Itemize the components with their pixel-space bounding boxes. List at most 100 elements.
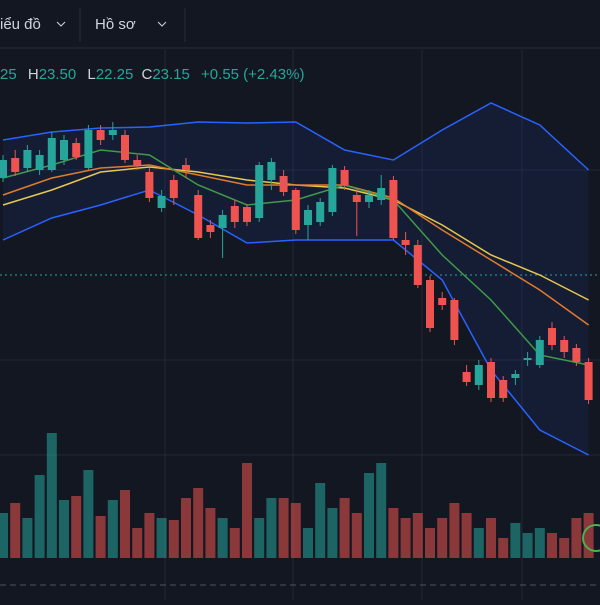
volume-bar (486, 518, 496, 558)
volume-bar (559, 538, 570, 558)
top-bar (0, 0, 600, 48)
candle-body (487, 362, 495, 398)
volume-bar (168, 520, 179, 558)
candle-body (121, 135, 129, 160)
volume-bar (376, 463, 387, 558)
candle-body (413, 245, 422, 285)
candle-body (145, 172, 154, 198)
candle-body (267, 162, 276, 180)
change: +0.55 (+2.43%) (201, 66, 304, 83)
candle-body (0, 160, 7, 178)
candle-body (572, 348, 581, 362)
volume-bar (205, 508, 216, 558)
candle-body (340, 170, 349, 185)
candle-body (194, 195, 203, 238)
close: 23.15 (152, 66, 190, 83)
candle-body (462, 372, 471, 382)
chevron (157, 21, 167, 27)
volume-bar (229, 528, 240, 558)
label: H (28, 66, 39, 83)
candle-body (365, 195, 373, 202)
candle-body (499, 380, 508, 398)
volume-bar (461, 513, 472, 558)
candle-body (206, 225, 215, 232)
volume-bar (95, 516, 106, 558)
volume-bar (547, 533, 557, 558)
volume-bar (437, 518, 448, 558)
volume-bar (242, 463, 252, 558)
volume-bar (498, 538, 509, 558)
volume-bar (571, 518, 582, 558)
candle-body (169, 180, 178, 198)
volume-bar (327, 508, 338, 558)
candle-body (352, 195, 361, 202)
tab[interactable]: iểu đồ (0, 16, 41, 33)
volume-bar (400, 518, 411, 558)
volume-bar (473, 528, 484, 558)
volume-bar (71, 496, 82, 558)
volume-bar (120, 490, 130, 558)
candle-body (328, 168, 337, 212)
label: L (87, 66, 95, 83)
band-fill (3, 103, 589, 455)
candle-body (511, 374, 520, 378)
candle-body (389, 180, 398, 238)
candle-body (316, 202, 325, 222)
volume-bar (22, 518, 33, 558)
volume-bar (303, 528, 313, 558)
label: C (141, 66, 152, 83)
volume-bar (254, 518, 265, 558)
high: 23.50 (39, 66, 77, 83)
candle-body (279, 176, 288, 192)
volume-bar (510, 523, 521, 558)
candle-body (560, 340, 569, 352)
volume-bar (10, 503, 21, 558)
candle-body (535, 340, 544, 365)
volume-bar (193, 488, 204, 558)
ohlc-legend: 25 H23.50 L22.25 C23.15 +0.55 (+2.43%) (0, 66, 304, 83)
candle-body (377, 188, 386, 200)
volume-bar (339, 498, 350, 558)
volume-bar (315, 483, 326, 558)
volume-bar (351, 513, 362, 558)
volume-bar (181, 498, 191, 558)
volume-bar (522, 533, 533, 558)
volume-bar (144, 513, 155, 558)
volume-bar (449, 503, 460, 558)
volume-bar (278, 498, 289, 558)
tab[interactable]: Hồ sơ (95, 16, 136, 33)
candle-body (133, 160, 142, 165)
candle-body (182, 165, 190, 170)
volume-bar (364, 473, 374, 558)
candle-body (72, 143, 81, 157)
candle-body (438, 298, 447, 305)
candle-body (401, 240, 410, 245)
candle-body (523, 358, 532, 360)
candle-body (96, 130, 105, 140)
volume-bar (266, 498, 277, 558)
candle-body (426, 280, 434, 328)
chevron (56, 21, 66, 27)
volume-bar (46, 433, 57, 558)
candle-body (584, 362, 593, 400)
candle-body (255, 165, 264, 218)
candle-body (11, 158, 20, 172)
plot (0, 102, 594, 558)
candle-body (218, 215, 227, 228)
candle-body (304, 210, 312, 225)
candle-body (47, 138, 56, 170)
candle-body (291, 190, 300, 230)
volume-bar (217, 518, 228, 558)
volume-bar (534, 528, 545, 558)
candle-body (474, 365, 483, 385)
indicator-icon[interactable] (582, 524, 600, 552)
volume-bar (0, 513, 8, 558)
volume-bar (425, 528, 435, 558)
volume-bar (290, 503, 301, 558)
candle-body (84, 130, 93, 168)
volume-bar (412, 513, 423, 558)
volume-bar (59, 500, 69, 558)
candle-body (450, 300, 459, 340)
